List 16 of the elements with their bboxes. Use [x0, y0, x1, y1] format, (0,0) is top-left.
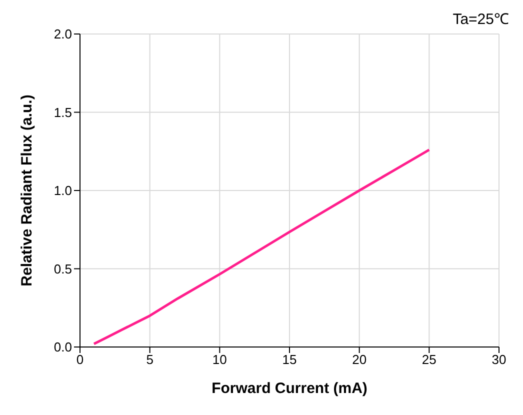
y-axis-title: Relative Radiant Flux (a.u.)	[18, 94, 36, 286]
y-tick-label: 2.0	[54, 26, 72, 42]
x-tick-label: 25	[422, 352, 436, 368]
x-tick-label: 20	[352, 352, 367, 368]
y-tick-label: 0.5	[54, 261, 72, 276]
y-tick-label: 1.5	[54, 104, 72, 120]
x-axis-title: Forward Current (mA)	[212, 380, 368, 397]
x-tick-label: 0	[76, 352, 84, 368]
x-tick-label: 30	[492, 352, 506, 368]
y-tick-label: 1.0	[54, 183, 72, 198]
line-series	[92, 148, 430, 346]
x-tick-label: 15	[282, 352, 297, 368]
x-tick-label: 10	[212, 352, 227, 368]
x-tick-label: 5	[146, 352, 154, 368]
y-tick-label: 0.0	[54, 340, 72, 355]
text: Ta=25℃	[452, 10, 509, 28]
